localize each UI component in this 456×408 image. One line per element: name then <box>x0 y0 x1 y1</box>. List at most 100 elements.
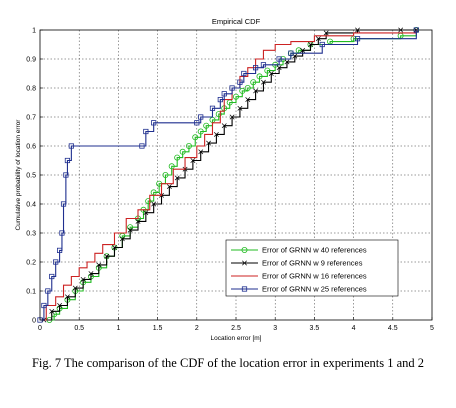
legend-label: Error of GRNN w 25 references <box>262 285 367 294</box>
data-point <box>174 154 181 161</box>
legend-label: Error of GRNN w 9 references <box>262 259 363 268</box>
data-point <box>237 79 243 85</box>
data-point <box>119 236 125 242</box>
y-tick-label: 0.4 <box>26 202 36 209</box>
data-point <box>104 253 110 259</box>
y-tick-label: 0.2 <box>26 260 36 267</box>
data-point <box>198 114 204 120</box>
data-point <box>139 143 145 149</box>
data-point <box>72 285 78 291</box>
cdf-figure: 0 0.5 1 1.5 2 2.5 3 3.5 4 4.5 5 0 0.1 0.2 0.3 0.4 0.5 0.6… <box>15 17 434 342</box>
data-point <box>250 79 257 86</box>
data-point <box>413 27 419 33</box>
legend-entry: Error of GRNN w 25 references <box>231 285 367 294</box>
y-tick-label: 1 <box>32 28 36 35</box>
data-point <box>264 67 271 74</box>
data-point <box>64 157 71 164</box>
data-point <box>209 105 216 111</box>
data-point <box>398 27 404 33</box>
y-axis-label: Cumulative probability of location error <box>15 119 22 231</box>
data-point <box>45 288 51 294</box>
data-point <box>308 42 313 47</box>
data-point <box>41 302 47 309</box>
data-point <box>244 85 251 92</box>
legend-marker <box>241 286 248 292</box>
series-line <box>40 30 417 321</box>
series-3 <box>40 30 417 321</box>
data-point <box>59 230 65 236</box>
series-line <box>40 30 417 321</box>
y-tick-label: 0.5 <box>26 173 36 180</box>
axis-ticks: 0 0.5 1 1.5 2 2.5 3 3.5 4 4.5 5 0 0.1 0.2 0.3 0.4 0.5 0.6… <box>26 28 434 333</box>
data-point <box>192 134 199 141</box>
data-point <box>174 175 180 181</box>
data-point <box>127 227 133 233</box>
data-point <box>64 294 70 300</box>
x-tick-label: 1.5 <box>153 325 163 332</box>
legend-box <box>225 239 399 297</box>
y-tick-label: 0.8 <box>26 86 36 93</box>
legend-entry: Error of GRNN w 40 references <box>231 246 367 255</box>
x-tick-label: 4 <box>352 325 356 332</box>
data-point <box>80 276 86 282</box>
data-point <box>96 262 102 268</box>
data-point <box>315 36 321 42</box>
data-point <box>215 111 222 118</box>
legend-label: Error of GRNN w 16 references <box>262 272 367 281</box>
x-tick-label: 2 <box>195 325 199 332</box>
data-point <box>198 149 204 155</box>
data-point <box>197 128 204 135</box>
chart-title: Empirical CDF <box>212 17 261 26</box>
x-tick-label: 0 <box>38 325 42 332</box>
data-point <box>57 303 63 308</box>
data-point <box>221 91 227 97</box>
y-tick-label: 0.9 <box>26 57 36 64</box>
y-tick-label: 0 <box>32 318 36 325</box>
data-point <box>53 259 59 265</box>
x-tick-label: 5 <box>430 325 434 332</box>
data-point <box>143 128 149 135</box>
x-tick-label: 1 <box>116 325 120 332</box>
data-point <box>49 273 55 280</box>
data-point <box>260 62 267 68</box>
data-point <box>288 50 294 56</box>
data-point <box>319 41 325 48</box>
legend-marker <box>241 246 248 253</box>
legend-entry: Error of GRNN w 16 references <box>231 272 367 281</box>
series-4 <box>37 27 419 323</box>
data-point <box>57 247 63 253</box>
data-point <box>194 120 200 126</box>
data-point <box>68 143 74 149</box>
data-point <box>185 142 192 149</box>
data-point <box>151 201 157 207</box>
data-point <box>213 131 219 137</box>
x-tick-label: 0.5 <box>74 325 84 332</box>
data-point <box>355 27 360 33</box>
series-2 <box>41 27 419 323</box>
data-point <box>239 87 246 94</box>
x-axis-label: Location error [m] <box>211 335 262 342</box>
y-tick-label: 0.3 <box>26 231 36 238</box>
data-point <box>300 47 306 53</box>
data-point <box>260 79 266 85</box>
data-point <box>63 172 69 178</box>
data-point <box>217 97 223 103</box>
data-point <box>245 97 251 103</box>
data-point <box>88 271 94 277</box>
legend-label: Error of GRNN w 40 references <box>262 246 367 255</box>
data-point <box>151 120 157 126</box>
data-point <box>284 59 290 65</box>
data-point <box>145 198 152 205</box>
data-point <box>203 122 210 129</box>
data-point <box>229 85 235 91</box>
data-point <box>168 163 175 170</box>
legend-entry: Error of GRNN w 9 references <box>231 259 363 268</box>
x-tick-label: 3.5 <box>310 325 320 332</box>
data-point <box>232 93 239 100</box>
y-tick-label: 0.7 <box>26 115 36 122</box>
data-point <box>162 171 169 178</box>
data-point <box>206 140 212 146</box>
x-tick-label: 3 <box>273 325 277 332</box>
legend: Error of GRNN w 40 references Error of GR… <box>225 239 399 297</box>
data-point <box>143 210 149 216</box>
